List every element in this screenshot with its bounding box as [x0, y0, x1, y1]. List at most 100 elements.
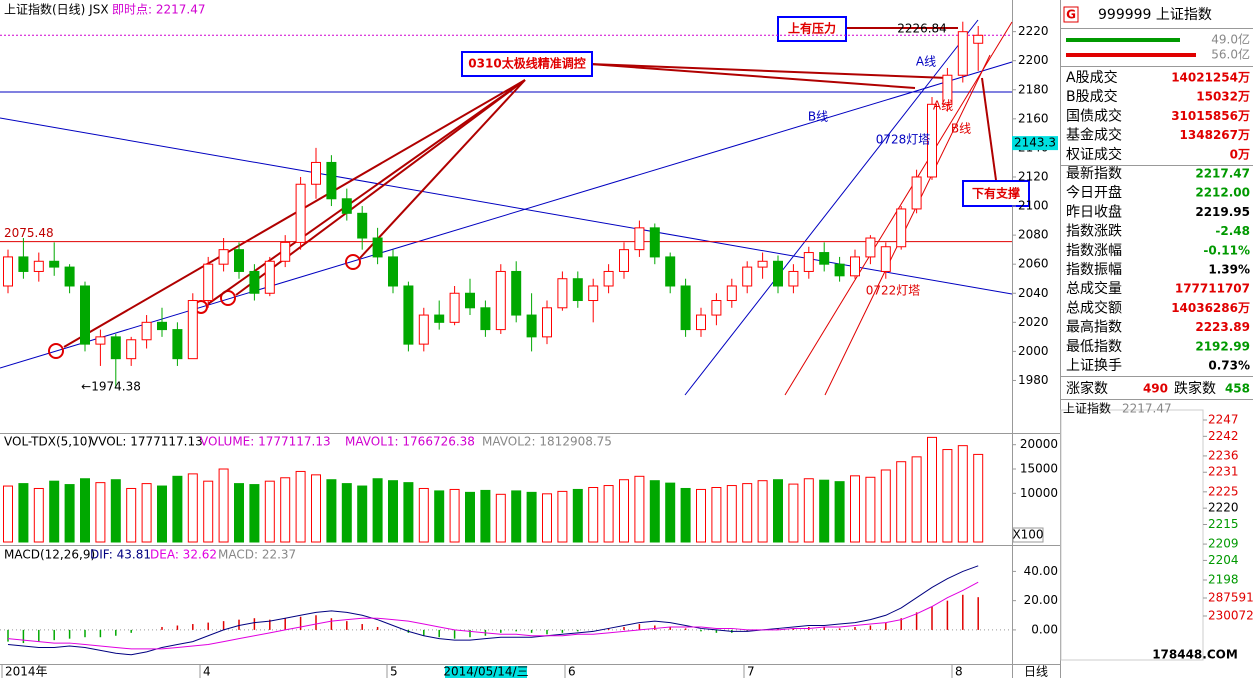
macd-title: MACD(12,26,9): [4, 548, 95, 562]
quote-value: 2192.99: [1195, 339, 1250, 353]
candle-body: [649, 227, 660, 258]
mini-tick-label: 2225: [1208, 484, 1239, 498]
y-tick-label: 2200: [1018, 53, 1049, 67]
volume-bar: [449, 488, 460, 543]
y-tick-label: 1980: [1018, 373, 1049, 387]
candle-body: [64, 266, 75, 287]
quote-value: 1348267万: [1180, 128, 1250, 142]
annotation-box: [777, 16, 847, 42]
volume-bar: [141, 483, 152, 543]
candle-body: [726, 285, 737, 302]
annotation: 上有压力: [788, 21, 836, 36]
candle-body: [542, 307, 552, 338]
y-tick-label: 2100: [1018, 199, 1049, 213]
quote-label: A股成交: [1066, 69, 1118, 86]
candle-body: [157, 321, 167, 331]
volume-bar: [157, 485, 167, 543]
volume-bar: [434, 490, 445, 543]
quote-value: 15032万: [1196, 90, 1250, 104]
y-tick-label: 2060: [1018, 257, 1049, 271]
volume-bar: [726, 485, 737, 543]
candle-body: [603, 270, 614, 287]
candle-body: [218, 249, 229, 265]
y-tick-label: 2080: [1018, 228, 1049, 242]
candle-body: [757, 260, 768, 268]
x-tick-label: 2014年: [5, 665, 48, 678]
quote-label: 总成交额: [1066, 299, 1122, 316]
decliners-label: 跌家数: [1174, 380, 1216, 397]
y-tick-label: 20000: [1020, 437, 1058, 451]
annotation: 2226.84: [897, 22, 947, 36]
candle-body: [850, 256, 860, 277]
x-tick-label: 5: [390, 665, 398, 678]
candle-body: [264, 260, 275, 294]
candle-body: [110, 336, 121, 360]
candle-body: [819, 252, 830, 265]
y-tick-label: 2040: [1018, 286, 1049, 300]
candle-body: [372, 237, 383, 258]
volume-bar: [896, 461, 907, 543]
volume-bar: [803, 478, 814, 543]
volume-bar: [634, 475, 645, 543]
candle-body: [418, 314, 429, 345]
volume-bar: [788, 483, 799, 543]
quote-label: 基金成交: [1066, 127, 1122, 144]
annotation-box: [461, 51, 593, 77]
dif-line: [7, 565, 979, 656]
quote-label: 今日开盘: [1066, 184, 1122, 201]
volume-bar: [880, 469, 891, 543]
mini-tick-label: 2236: [1208, 448, 1239, 462]
candle-body: [95, 336, 106, 345]
mini-tick-label: 2231: [1208, 465, 1239, 479]
volume-bar: [757, 480, 768, 543]
volume-bar: [3, 485, 13, 543]
candle-body: [280, 241, 291, 262]
quote-label: 国债成交: [1066, 107, 1122, 124]
candle-body: [357, 212, 368, 239]
x-tick-label: 7: [747, 665, 755, 678]
volume-bar: [557, 490, 568, 543]
candle-body: [449, 292, 460, 323]
volume-bar: [480, 489, 491, 543]
badge: G: [1066, 8, 1076, 22]
candle-body: [326, 161, 337, 200]
candle-body: [788, 270, 799, 287]
candle-body: [896, 208, 907, 248]
macd-legend: DIF: 43.81: [90, 548, 151, 562]
volume-bar: [249, 484, 260, 543]
y-tick-label: 10000: [1020, 486, 1058, 500]
quote-label: 指数涨跌: [1066, 224, 1122, 240]
unit-label: X100: [1012, 528, 1043, 542]
quote-value: 0.73%: [1208, 359, 1250, 373]
code-name: 999999 上证指数: [1098, 7, 1212, 23]
candle-body: [80, 285, 90, 345]
candle-body: [249, 270, 260, 294]
quote-value: 0万: [1230, 147, 1250, 161]
annotation: B线: [951, 122, 971, 136]
cursor-date: 2014/05/14/三: [443, 665, 528, 678]
volume-bar: [711, 487, 722, 543]
candle-body: [311, 161, 321, 185]
volume-bar: [588, 487, 599, 543]
y-tick-label: 0.00: [1031, 622, 1058, 636]
y-tick-label: 2000: [1018, 344, 1049, 358]
volume-title: VOL-TDX(5,10): [4, 435, 92, 449]
candle-body: [341, 198, 352, 214]
annotation: 0722灯塔: [866, 284, 921, 298]
mini-tick-label: 2215: [1208, 517, 1239, 531]
cursor-date-box: [445, 666, 527, 678]
quote-value: 2219.95: [1195, 205, 1250, 219]
candle-body: [526, 314, 537, 338]
arrows: [63, 27, 997, 348]
annotation: ←1974.38: [81, 380, 141, 394]
buy-bar: [1066, 38, 1180, 42]
candle-body: [3, 256, 13, 287]
volume-bar: [403, 482, 414, 543]
macd-legend: MACD: 22.37: [218, 548, 296, 562]
volume-bar: [110, 479, 121, 543]
volume-bar: [203, 480, 214, 543]
period-label: 日线: [1024, 665, 1048, 678]
y-tick-label: 2180: [1018, 82, 1049, 96]
volume-bar: [49, 480, 60, 543]
